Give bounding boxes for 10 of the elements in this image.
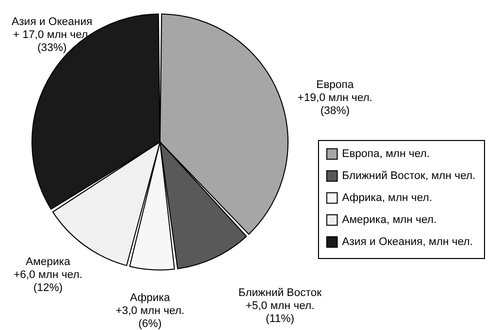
legend-label: Америка, млн чел. [342,214,437,226]
data-label: Ближний Восток +5,0 млн чел. (11%) [238,287,322,325]
data-label: Африка +3,0 млн чел. (6%) [116,292,184,330]
legend-label: Ближний Восток, млн чел. [342,170,476,182]
data-label: Америка +6,0 млн чел. (12%) [14,256,82,294]
legend-label: Европа, млн чел. [342,148,430,160]
legend-label: Азия и Океания, млн чел. [342,236,473,248]
data-label: Азия и Океания + 17,0 млн чел. (33%) [12,16,92,54]
data-label: Европа +19,0 млн чел. (38%) [298,79,372,117]
legend-label: Африка, млн чел. [342,192,432,204]
